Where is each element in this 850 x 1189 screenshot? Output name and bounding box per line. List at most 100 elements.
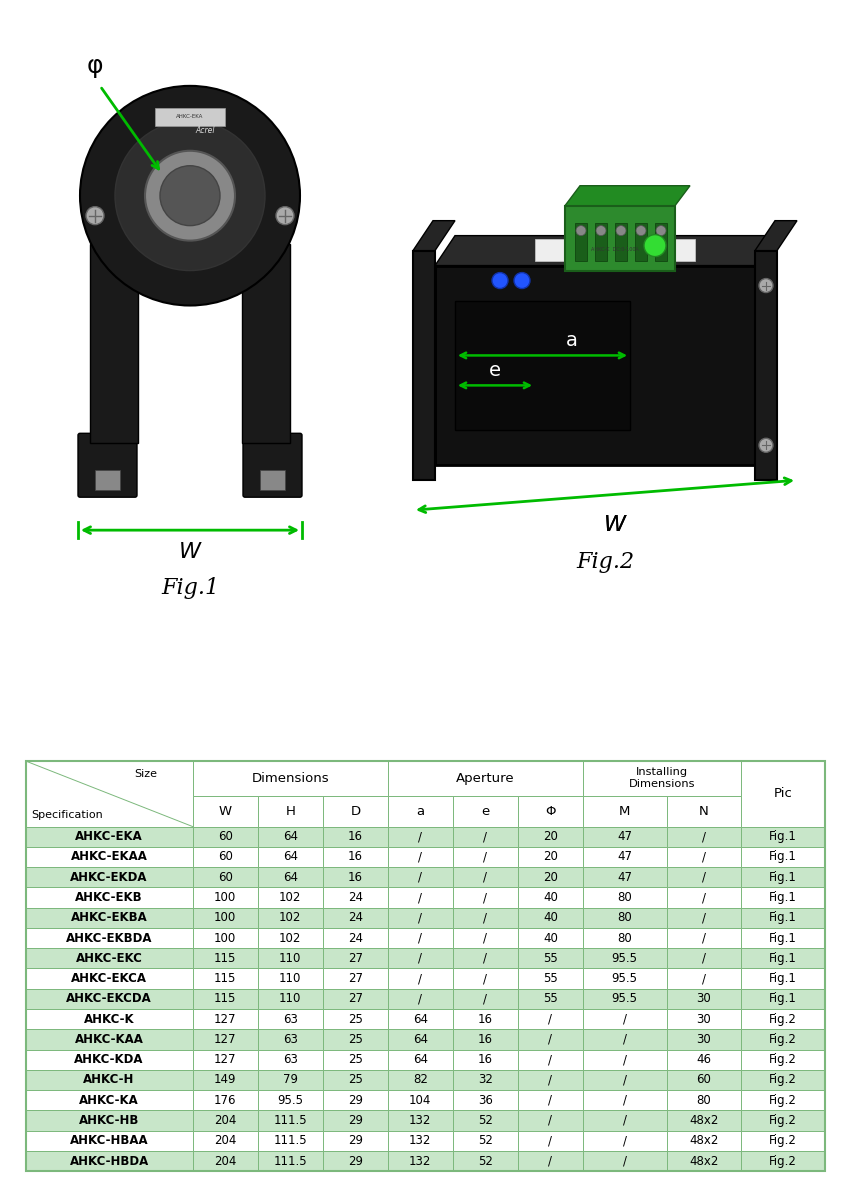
- Bar: [193, 1070, 258, 1090]
- Bar: [453, 867, 518, 887]
- Circle shape: [514, 272, 530, 289]
- Bar: [193, 1151, 258, 1171]
- Bar: [258, 1151, 323, 1171]
- Text: /: /: [418, 993, 422, 1006]
- Bar: [26, 1009, 193, 1030]
- Bar: [595, 222, 607, 260]
- Bar: [741, 1151, 824, 1171]
- Bar: [741, 989, 824, 1009]
- Bar: [583, 1050, 666, 1070]
- Text: AHKC-EKA: AHKC-EKA: [176, 114, 204, 119]
- Text: 64: 64: [283, 850, 298, 863]
- Text: /: /: [418, 850, 422, 863]
- Bar: [518, 1070, 583, 1090]
- Circle shape: [596, 226, 606, 235]
- Bar: [518, 1131, 583, 1151]
- Text: 82: 82: [413, 1074, 428, 1087]
- Bar: [666, 887, 741, 907]
- Text: /: /: [484, 830, 487, 843]
- Bar: [453, 989, 518, 1009]
- Text: 115: 115: [214, 993, 236, 1006]
- Bar: [518, 927, 583, 948]
- Text: /: /: [484, 952, 487, 964]
- Bar: [741, 1030, 824, 1050]
- Bar: [666, 1111, 741, 1131]
- Bar: [193, 948, 258, 969]
- Bar: [666, 1090, 741, 1111]
- Bar: [565, 206, 675, 271]
- Circle shape: [145, 151, 235, 240]
- Bar: [388, 969, 453, 989]
- Bar: [453, 907, 518, 927]
- Bar: [388, 887, 453, 907]
- Bar: [583, 1151, 666, 1171]
- Bar: [323, 1009, 388, 1030]
- Circle shape: [492, 272, 508, 289]
- Bar: [741, 887, 824, 907]
- Text: 80: 80: [617, 891, 632, 904]
- Text: /: /: [623, 1013, 626, 1026]
- Text: /: /: [418, 952, 422, 964]
- Bar: [583, 1131, 666, 1151]
- Bar: [666, 927, 741, 948]
- Bar: [453, 969, 518, 989]
- Bar: [26, 887, 193, 907]
- Text: 55: 55: [543, 952, 558, 964]
- Bar: [453, 887, 518, 907]
- Bar: [258, 907, 323, 927]
- Bar: [388, 847, 453, 867]
- Bar: [583, 907, 666, 927]
- Text: /: /: [548, 1033, 552, 1046]
- Text: 55: 55: [543, 973, 558, 986]
- Bar: [26, 826, 193, 847]
- Bar: [26, 1050, 193, 1070]
- Bar: [518, 1151, 583, 1171]
- Text: 132: 132: [409, 1134, 432, 1147]
- Polygon shape: [565, 185, 690, 206]
- Text: 100: 100: [214, 891, 236, 904]
- Text: /: /: [548, 1074, 552, 1087]
- Text: 111.5: 111.5: [274, 1114, 307, 1127]
- Text: 64: 64: [413, 1053, 428, 1067]
- Text: Fig.2: Fig.2: [768, 1053, 796, 1067]
- Text: 24: 24: [348, 931, 363, 944]
- Text: 64: 64: [283, 870, 298, 883]
- Bar: [741, 1070, 824, 1090]
- Text: /: /: [702, 891, 705, 904]
- Bar: [258, 887, 323, 907]
- Text: 48x2: 48x2: [689, 1155, 718, 1168]
- Bar: [258, 989, 323, 1009]
- Text: Pic: Pic: [774, 787, 792, 800]
- Bar: [666, 826, 741, 847]
- Bar: [388, 1030, 453, 1050]
- Text: AHKC-KDA: AHKC-KDA: [74, 1053, 144, 1067]
- Text: 40: 40: [543, 931, 558, 944]
- Text: 52: 52: [478, 1114, 493, 1127]
- Text: Fig.2: Fig.2: [768, 1033, 796, 1046]
- Text: 16: 16: [348, 830, 363, 843]
- Text: /: /: [548, 1114, 552, 1127]
- Text: W: W: [218, 805, 232, 818]
- Circle shape: [576, 226, 586, 235]
- Text: Fig.1: Fig.1: [768, 973, 796, 986]
- Bar: [26, 1070, 193, 1090]
- Bar: [388, 1131, 453, 1151]
- Text: 32: 32: [478, 1074, 493, 1087]
- Bar: [193, 1131, 258, 1151]
- Text: /: /: [418, 891, 422, 904]
- Text: 55: 55: [543, 993, 558, 1006]
- Text: Fig.2: Fig.2: [576, 551, 634, 573]
- Bar: [518, 989, 583, 1009]
- Text: /: /: [702, 952, 705, 964]
- Bar: [583, 887, 666, 907]
- Text: /: /: [702, 830, 705, 843]
- Bar: [741, 1050, 824, 1070]
- Bar: [741, 927, 824, 948]
- Text: a: a: [416, 805, 424, 818]
- Text: 25: 25: [348, 1033, 363, 1046]
- Text: 204: 204: [214, 1114, 236, 1127]
- Text: /: /: [702, 931, 705, 944]
- Bar: [453, 847, 518, 867]
- Text: /: /: [623, 1094, 626, 1107]
- Text: 64: 64: [413, 1033, 428, 1046]
